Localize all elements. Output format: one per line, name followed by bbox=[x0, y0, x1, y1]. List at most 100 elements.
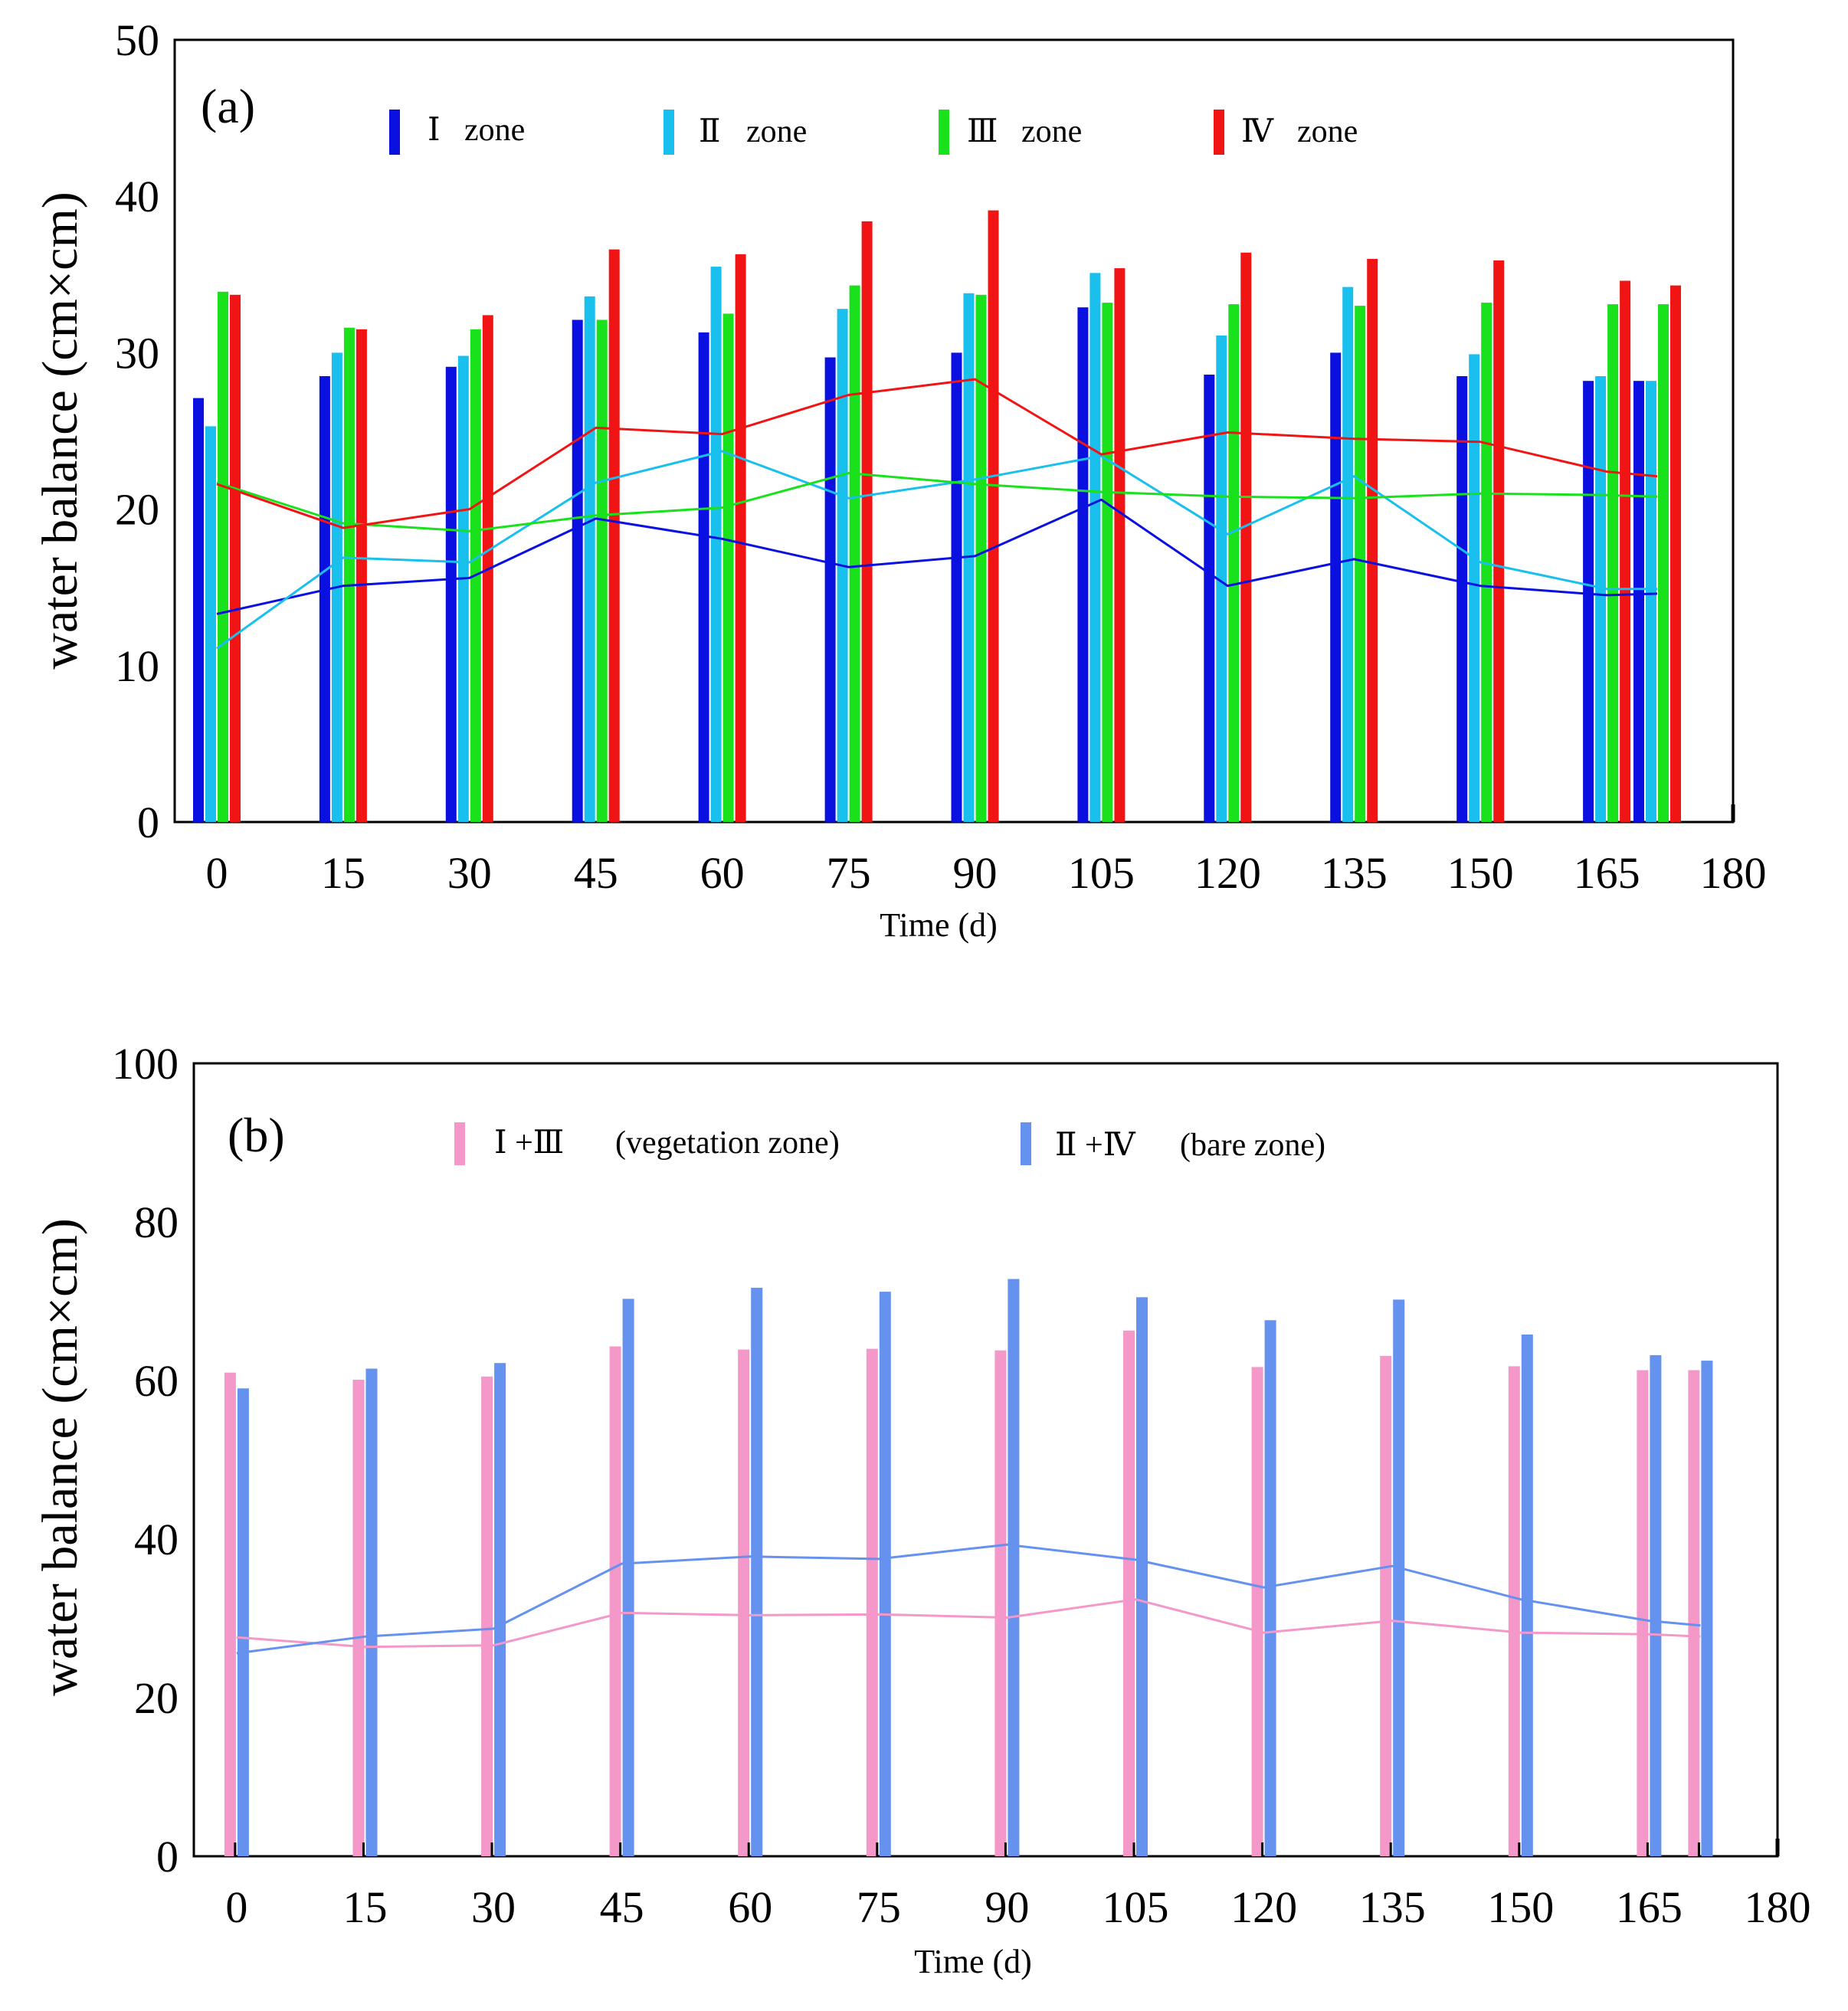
bar bbox=[698, 332, 709, 822]
bar bbox=[1393, 1299, 1405, 1856]
bar bbox=[1380, 1355, 1392, 1856]
bar bbox=[596, 319, 608, 822]
legend-roman-zone-2: Ⅱ bbox=[699, 114, 721, 149]
legend-swatch-zone-2 bbox=[664, 110, 674, 155]
bar bbox=[1493, 260, 1505, 822]
bar bbox=[722, 313, 734, 822]
legend-text-vegetation-zone: (vegetation zone) bbox=[615, 1125, 840, 1161]
y-axis-label-b: water balance (cm×cm) bbox=[32, 1218, 88, 1696]
bar bbox=[356, 329, 367, 822]
x-tick-label: 105 bbox=[1103, 1882, 1169, 1932]
bar bbox=[584, 296, 595, 822]
bar bbox=[1123, 1330, 1135, 1856]
bar bbox=[352, 1380, 365, 1856]
series-line bbox=[216, 472, 1658, 532]
x-tick-label: 150 bbox=[1487, 1882, 1554, 1932]
bar bbox=[1456, 376, 1468, 822]
bar bbox=[1583, 381, 1594, 822]
legend-text-zone-2: zone bbox=[746, 114, 807, 149]
x-tick-label: 135 bbox=[1321, 848, 1388, 898]
bar bbox=[494, 1363, 506, 1856]
bar bbox=[879, 1292, 891, 1856]
legend-text-bare-zone: (bare zone) bbox=[1180, 1128, 1325, 1163]
panel-label-b: (b) bbox=[228, 1108, 285, 1162]
x-tick-label: 75 bbox=[857, 1882, 901, 1932]
panel-a: 0 10 20 30 40 50 0 15 30 45 60 75 90 105 120 135 150 165… bbox=[32, 15, 1767, 944]
y-tick-label: 60 bbox=[134, 1356, 179, 1406]
bar bbox=[1008, 1279, 1020, 1856]
bar bbox=[951, 352, 962, 822]
bar bbox=[343, 327, 355, 822]
bar bbox=[193, 398, 204, 822]
bar bbox=[751, 1287, 763, 1856]
legend-a: Ⅰ zone Ⅱ zone Ⅲ zone Ⅳ zone bbox=[389, 110, 1358, 155]
bar bbox=[1264, 1320, 1276, 1856]
bar bbox=[481, 1376, 493, 1856]
legend-item-bare-zone: Ⅱ +Ⅳ (bare zone) bbox=[1021, 1122, 1325, 1165]
x-tick-labels-a: 0 15 30 45 60 75 90 105 120 135 150 165 180 bbox=[205, 848, 1766, 898]
plot-frame-b bbox=[192, 1062, 1779, 1858]
x-axis-label-a: Time (d) bbox=[880, 906, 998, 944]
bar bbox=[622, 1299, 634, 1856]
series-line bbox=[216, 498, 1658, 615]
bar bbox=[988, 210, 999, 823]
bar bbox=[1650, 1354, 1662, 1856]
bar bbox=[1620, 280, 1631, 822]
bar bbox=[738, 1349, 750, 1856]
legend-roman-zone-3: Ⅲ bbox=[967, 114, 998, 149]
bar bbox=[1330, 352, 1342, 822]
bars-a bbox=[193, 210, 1681, 823]
x-tick-label: 105 bbox=[1068, 848, 1135, 898]
bar bbox=[866, 1348, 878, 1856]
bar bbox=[445, 366, 457, 822]
series-line bbox=[236, 1598, 1701, 1649]
bar bbox=[1670, 285, 1681, 823]
bar bbox=[1701, 1361, 1713, 1856]
bar bbox=[218, 291, 228, 822]
bar bbox=[205, 426, 216, 822]
bar bbox=[975, 294, 987, 822]
bar bbox=[224, 1372, 236, 1856]
bar bbox=[1469, 354, 1480, 822]
bar bbox=[1633, 381, 1644, 822]
legend-item-zone-3: Ⅲ zone bbox=[939, 110, 1082, 155]
bar bbox=[824, 357, 836, 822]
bar bbox=[1658, 304, 1669, 823]
bar bbox=[572, 319, 583, 822]
bar bbox=[1508, 1366, 1520, 1856]
x-tick-label: 165 bbox=[1574, 848, 1640, 898]
bar bbox=[1204, 375, 1215, 822]
bar bbox=[1481, 303, 1492, 823]
bar bbox=[1595, 376, 1607, 822]
legend-swatch-bare-zone bbox=[1021, 1122, 1031, 1165]
bar bbox=[1355, 306, 1366, 823]
x-tick-label: 45 bbox=[574, 848, 618, 898]
x-tick-label: 90 bbox=[952, 848, 997, 898]
panel-label-a: (a) bbox=[201, 79, 255, 133]
bar bbox=[1228, 304, 1240, 823]
x-axis-label-b: Time (d) bbox=[914, 1943, 1032, 1980]
bar bbox=[710, 267, 722, 823]
x-tick-label: 60 bbox=[728, 1882, 772, 1932]
bars-b bbox=[224, 1279, 1713, 1856]
x-tick-label: 180 bbox=[1745, 1882, 1811, 1932]
y-tick-labels-b: 0 20 40 60 80 100 bbox=[112, 1039, 179, 1882]
bar bbox=[735, 254, 746, 822]
y-tick-label: 40 bbox=[115, 172, 159, 221]
x-tick-label: 60 bbox=[700, 848, 745, 898]
bar bbox=[1521, 1335, 1533, 1856]
bar bbox=[237, 1388, 249, 1856]
legend-swatch-vegetation-zone bbox=[454, 1122, 465, 1165]
bar bbox=[1646, 381, 1656, 822]
x-tick-label: 165 bbox=[1616, 1882, 1683, 1932]
x-tick-label: 90 bbox=[985, 1882, 1029, 1932]
bar bbox=[994, 1350, 1007, 1856]
legend-text-zone-4: zone bbox=[1297, 114, 1358, 149]
series-line bbox=[236, 1543, 1701, 1655]
x-tick-label: 30 bbox=[471, 1882, 516, 1932]
panel-b: 0 20 40 60 80 100 0 15 30 45 60 75 90 105 120 135 150 16… bbox=[32, 1039, 1811, 1980]
legend-roman-vegetation-zone: Ⅰ +Ⅲ bbox=[494, 1125, 564, 1161]
y-tick-label: 100 bbox=[112, 1039, 179, 1089]
bar bbox=[1136, 1297, 1148, 1856]
